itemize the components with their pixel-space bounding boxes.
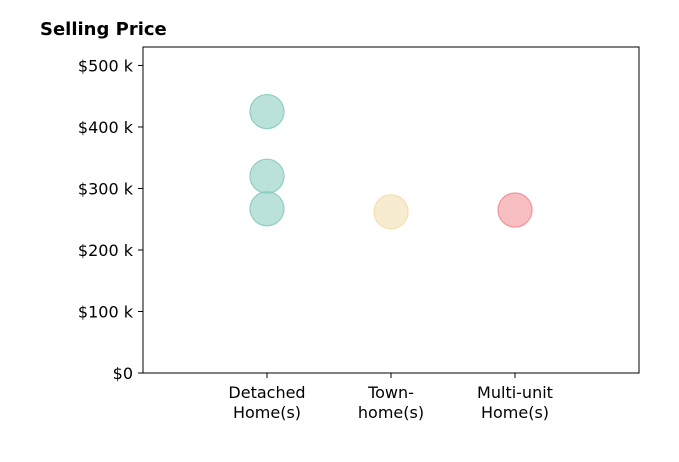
y-tick-label: $400 k: [78, 118, 134, 137]
data-point: [249, 158, 285, 194]
data-point: [497, 192, 533, 228]
x-tick-label: Home(s): [233, 403, 301, 422]
plot-area: $0 $100 k $200 k $300 k $400 k $500 k Detached…: [78, 46, 640, 422]
x-tick-label: home(s): [358, 403, 424, 422]
x-tick-label: Detached: [228, 383, 305, 402]
data-point: [249, 93, 285, 130]
chart-title: Selling Price: [40, 19, 167, 40]
data-point: [373, 194, 409, 230]
y-tick-label: $200 k: [78, 241, 134, 260]
y-tick-label: $0: [113, 364, 133, 383]
y-tick-label: $500 k: [78, 56, 134, 75]
x-tick-label: Town-: [367, 383, 414, 402]
y-tick-label: $300 k: [78, 179, 134, 198]
x-tick-label: Home(s): [481, 403, 549, 422]
x-tick-label: Multi-unit: [477, 383, 553, 402]
data-point: [249, 191, 285, 227]
y-tick-label: $100 k: [78, 302, 134, 321]
